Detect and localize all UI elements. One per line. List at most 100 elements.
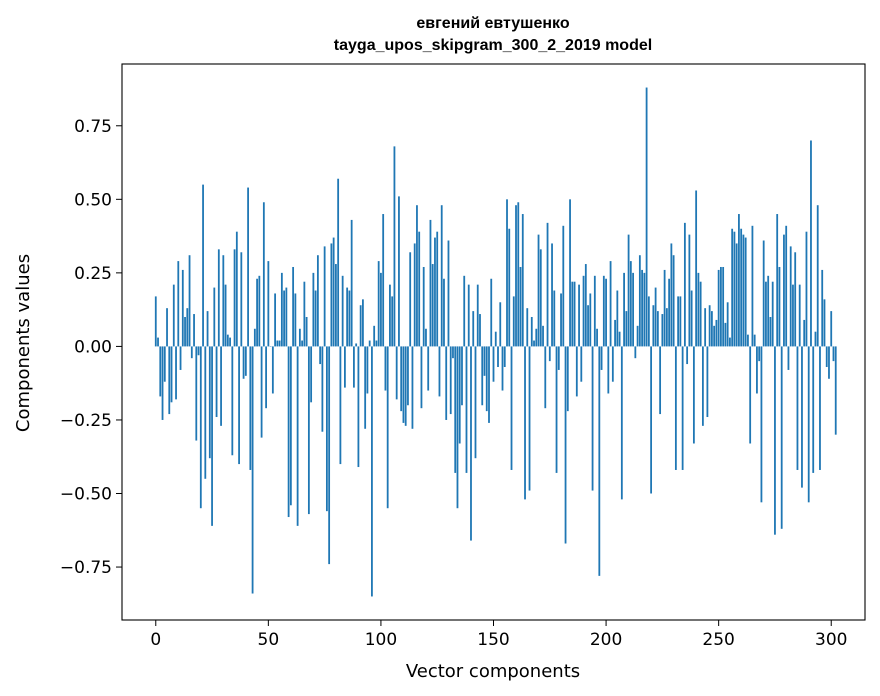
x-tick-label: 200 [590, 630, 622, 650]
bar-component-82 [339, 346, 342, 465]
bar-component-136 [461, 346, 463, 406]
bar-component-261 [742, 234, 745, 347]
bar-component-293 [814, 331, 817, 347]
bar-component-176 [551, 243, 553, 347]
bar-component-267 [756, 346, 758, 394]
bar-component-63 [296, 346, 299, 526]
bar-component-59 [287, 346, 290, 518]
bar-component-34 [231, 346, 234, 456]
x-tick-label: 150 [477, 630, 509, 650]
bar-component-120 [425, 328, 427, 347]
bar-component-200 [605, 278, 607, 347]
bar-component-9 [175, 346, 177, 400]
bar-component-165 [526, 308, 529, 347]
bar-component-209 [625, 311, 628, 347]
bar-component-132 [452, 346, 454, 359]
bar-component-128 [443, 278, 445, 347]
bar-component-152 [497, 346, 499, 368]
bar-component-129 [445, 346, 448, 420]
bar-component-234 [681, 346, 684, 470]
bar-component-88 [353, 346, 355, 388]
bar-component-147 [485, 346, 488, 412]
bar-component-243 [701, 346, 704, 426]
bar-component-140 [470, 346, 472, 541]
bar-component-185 [571, 281, 574, 347]
bar-component-23 [206, 311, 209, 347]
bar-component-174 [546, 222, 549, 347]
bar-component-153 [499, 302, 502, 347]
bar-component-158 [510, 346, 513, 470]
bar-component-190 [582, 275, 585, 347]
bar-component-14 [186, 308, 189, 347]
bar-component-33 [229, 337, 231, 347]
bar-component-139 [467, 284, 470, 347]
bar-component-167 [530, 316, 533, 347]
bar-component-216 [641, 269, 644, 347]
bar-component-10 [177, 261, 180, 347]
bar-component-27 [215, 346, 218, 418]
bar-component-47 [260, 346, 263, 438]
bar-component-116 [416, 205, 418, 347]
bar-component-134 [456, 346, 459, 509]
bar-component-206 [618, 331, 621, 347]
bar-component-43 [251, 346, 254, 594]
bar-component-37 [238, 346, 240, 465]
bar-component-160 [515, 205, 517, 347]
bar-component-5 [166, 308, 168, 347]
bar-component-101 [382, 214, 385, 347]
bar-component-30 [222, 255, 225, 347]
bar-component-199 [602, 275, 605, 347]
bar-component-181 [562, 225, 565, 347]
bar-component-280 [785, 225, 788, 347]
bar-component-246 [708, 305, 711, 347]
bar-component-255 [729, 337, 731, 347]
bar-component-148 [488, 346, 490, 423]
x-axis-ticks: 0 50 100 150 200 250 300 [150, 620, 847, 650]
bar-component-224 [659, 346, 662, 415]
bar-component-302 [834, 346, 837, 435]
bar-component-80 [334, 264, 337, 347]
bar-component-137 [463, 275, 466, 347]
bar-component-69 [310, 346, 313, 403]
bar-component-247 [710, 311, 713, 347]
bar-component-83 [341, 275, 344, 347]
bar-component-89 [355, 343, 358, 347]
bar-component-232 [677, 296, 680, 347]
bar-component-286 [798, 284, 801, 347]
bar-component-197 [598, 346, 601, 576]
bar-component-21 [202, 184, 204, 347]
bar-component-113 [409, 252, 412, 347]
bar-component-102 [384, 346, 387, 391]
bar-component-183 [566, 346, 569, 412]
bar-component-3 [161, 346, 164, 420]
bar-component-119 [422, 266, 425, 347]
bar-component-46 [258, 275, 261, 347]
bar-component-271 [765, 281, 767, 347]
bar-component-162 [519, 266, 522, 347]
y-tick-label: 0.75 [74, 117, 112, 137]
bar-component-270 [762, 240, 765, 347]
y-tick-label: −0.50 [60, 485, 112, 505]
bar-component-237 [688, 234, 691, 347]
bar-component-28 [217, 249, 220, 347]
bar-component-64 [298, 328, 301, 347]
bar-component-4 [163, 346, 166, 382]
bar-component-35 [233, 249, 236, 347]
bar-component-78 [330, 243, 333, 347]
bar-component-126 [438, 346, 441, 397]
bar-component-71 [314, 290, 317, 347]
bar-component-191 [584, 264, 587, 347]
bar-component-142 [474, 346, 477, 459]
bar-component-150 [492, 346, 495, 382]
bar-component-138 [465, 346, 468, 473]
bar-component-31 [224, 284, 227, 347]
bar-component-93 [364, 346, 367, 429]
bar-component-110 [402, 346, 405, 423]
bar-component-275 [774, 346, 776, 535]
y-axis-label: Components values [13, 254, 34, 432]
x-tick-label: 300 [815, 630, 847, 650]
bar-component-287 [801, 346, 803, 488]
bar-component-117 [418, 231, 421, 347]
y-axis-ticks: −0.75 −0.50 −0.25 0.00 0.25 0.50 0.75 [60, 117, 122, 578]
bar-component-81 [337, 178, 340, 347]
